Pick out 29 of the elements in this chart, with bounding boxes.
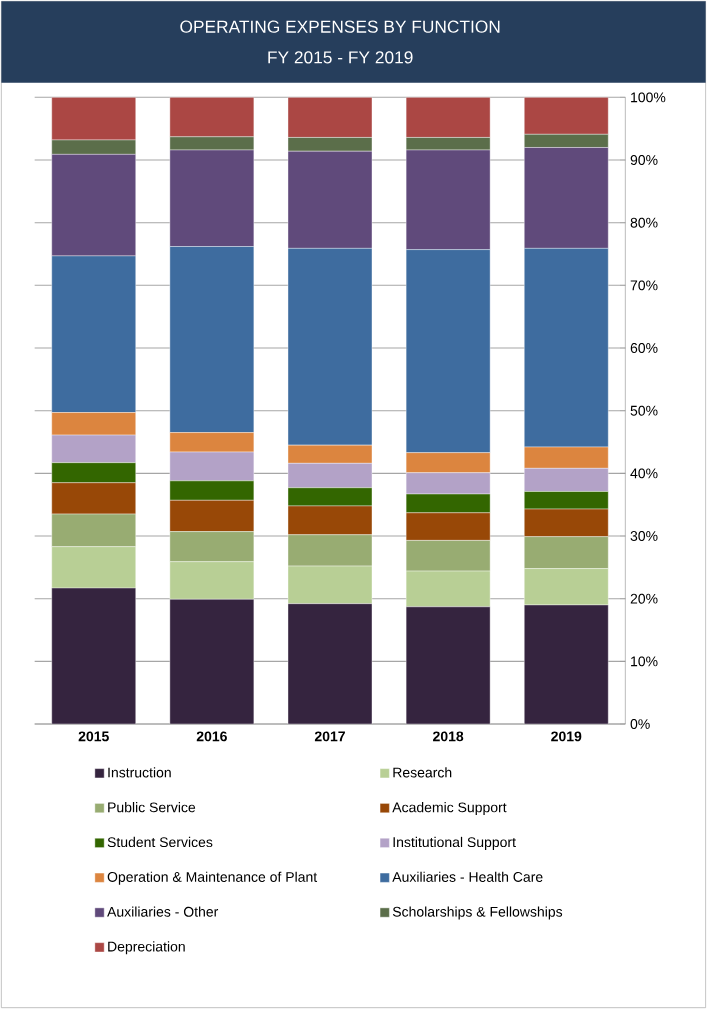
x-tick-label: 2019 xyxy=(551,731,582,742)
legend-label: Instruction xyxy=(108,767,171,778)
x-tick-label: 2017 xyxy=(314,731,345,742)
legend-label: Auxiliaries - Health Care xyxy=(392,871,543,882)
legend-label: Student Services xyxy=(107,836,213,848)
x-tick-label: 2015 xyxy=(78,731,109,742)
legend-label: Auxiliaries - Other xyxy=(107,906,219,917)
y-tick-label: 70% xyxy=(630,280,658,291)
y-tick-label: 30% xyxy=(630,531,658,541)
legend-label: Depreciation xyxy=(108,941,185,955)
y-tick-label: 90% xyxy=(630,155,658,165)
legend-label: Academic Support xyxy=(392,802,507,816)
y-tick-label: 40% xyxy=(630,468,658,479)
y-tick-label: 100% xyxy=(631,92,666,103)
y-tick-label: 10% xyxy=(631,656,658,667)
x-tick-label: 2016 xyxy=(196,731,227,742)
legend-label: Institutional Support xyxy=(393,836,516,850)
y-tick-label: 60% xyxy=(630,343,658,353)
y-tick-label: 20% xyxy=(630,593,658,604)
y-tick-label: 0% xyxy=(630,719,650,729)
legend-label: Public Service xyxy=(108,802,196,813)
y-tick-label: 50% xyxy=(630,405,658,416)
chart-title: OPERATING EXPENSES BY FUNCTION xyxy=(180,20,500,33)
legend-label: Research xyxy=(393,767,452,778)
legend-label: Scholarships & Fellowships xyxy=(392,906,563,920)
x-tick-label: 2018 xyxy=(433,731,464,742)
y-tick-label: 80% xyxy=(630,217,658,228)
legend-label: Operation & Maintenance of Plant xyxy=(107,871,318,885)
chart-subtitle: FY 2015 - FY 2019 xyxy=(268,51,413,64)
